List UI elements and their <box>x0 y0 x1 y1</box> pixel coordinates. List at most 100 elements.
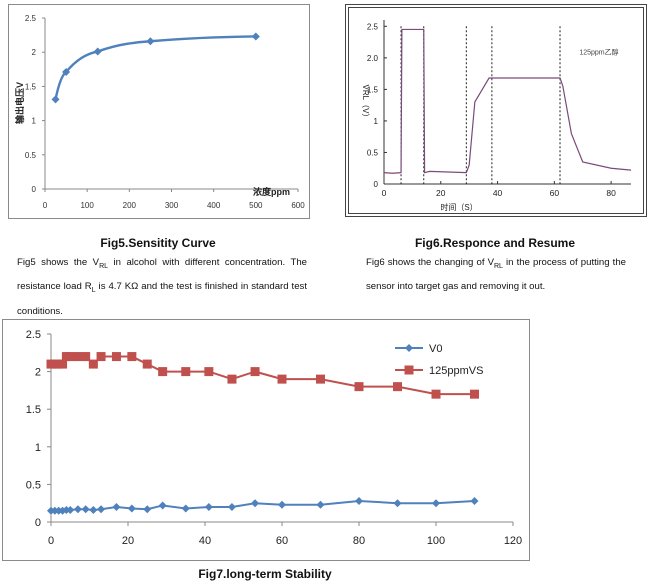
fig7-data-point <box>181 367 191 377</box>
fig7-data-point <box>111 352 121 362</box>
fig5-data-point <box>146 37 155 46</box>
fig7-data-point <box>181 504 190 513</box>
fig7-data-point <box>227 374 237 384</box>
fig7-data-point <box>73 352 83 362</box>
fig7-data-point <box>316 374 325 384</box>
fig7-stability-chart: 0 0.5 1 1.5 2 2.5 0 20 40 60 80 100 120 V0 125ppmVS <box>26 329 522 547</box>
fig7-data-point <box>227 502 236 511</box>
fig7-x-tick-label: 100 <box>427 535 445 547</box>
fig7-data-point <box>393 499 402 508</box>
fig7-data-point <box>65 352 75 362</box>
fig5-x-tick-label: 600 <box>291 201 305 210</box>
fig7-caption: Fig7.long-term Stability <box>198 567 332 581</box>
fig6-chart-frame: 0 0.5 1 1.5 2.0 2.5 0 20 40 60 80 125ppm乙醇 时间（S） VRL（… <box>345 4 647 217</box>
fig5-y-axis-label: 输出电压V <box>14 82 25 124</box>
fig7-data-point <box>66 505 75 514</box>
fig7-legend-marker <box>405 344 413 352</box>
fig7-legend-label: V0 <box>429 343 442 355</box>
fig5-y-tick-label: 2.5 <box>25 14 37 23</box>
fig7-data-point <box>250 367 260 377</box>
fig7-chart-frame: 0 0.5 1 1.5 2 2.5 0 20 40 60 80 100 120 V0 125ppmVS <box>2 319 530 561</box>
fig6-y-tick-label: 1.5 <box>367 85 379 94</box>
fig7-data-point <box>88 359 98 369</box>
fig7-series-line-1 <box>51 355 475 396</box>
fig7-y-tick-label: 2 <box>35 367 41 379</box>
fig6-inner-border: 0 0.5 1 1.5 2.0 2.5 0 20 40 60 80 125ppm乙醇 时间（S） VRL（… <box>348 7 644 214</box>
fig7-x-tick-label: 80 <box>353 535 365 547</box>
fig7-x-tick-label: 40 <box>199 535 211 547</box>
fig7-legend-marker <box>404 365 414 375</box>
fig5-x-axis-label: 浓度ppm <box>253 186 290 197</box>
fig5-y-tick-label: 1.5 <box>25 82 37 91</box>
fig7-data-point <box>96 352 106 362</box>
fig7-data-point <box>58 359 68 369</box>
fig6-x-tick-label: 20 <box>436 188 446 198</box>
fig6-y-tick-label: 1 <box>374 117 379 126</box>
fig7-x-tick-label: 0 <box>48 535 54 547</box>
fig7-data-point <box>58 506 67 515</box>
fig6-x-tick-label: 80 <box>606 188 616 198</box>
fig7-data-point <box>354 382 364 392</box>
fig7-y-tick-label: 1 <box>35 442 41 454</box>
fig6-caption: Fig6.Responce and Resume <box>414 236 576 250</box>
fig5-x-tick-label: 300 <box>165 201 179 210</box>
fig5-caption: Fig5.Sensitity Curve <box>100 236 216 250</box>
fig5-x-tick-label: 400 <box>207 201 221 210</box>
fig7-y-tick-label: 0.5 <box>26 479 41 491</box>
fig6-annotation: 125ppm乙醇 <box>579 48 618 57</box>
fig5-data-point <box>51 95 60 104</box>
fig7-y-tick-label: 1.5 <box>26 404 41 416</box>
fig7-data-point <box>89 505 98 514</box>
fig5-x-tick-label: 0 <box>43 201 48 210</box>
fig7-data-point <box>432 499 440 508</box>
fig7-data-point <box>278 500 286 509</box>
fig5-y-tick-label: 0 <box>32 185 37 194</box>
fig7-data-point <box>81 352 91 362</box>
fig7-data-point <box>158 501 167 510</box>
fig7-data-point <box>277 374 287 384</box>
fig5-y-tick-label: 0.5 <box>25 151 37 160</box>
fig7-data-point <box>470 496 479 505</box>
fig7-data-point <box>355 496 363 505</box>
fig5-chart-frame: 0 0.5 1 1.5 2 2.5 0 100 200 300 400 500 600 浓度ppm 输出电压… <box>8 4 310 219</box>
fig6-y-tick-label: 0.5 <box>367 148 379 157</box>
fig7-data-point <box>127 504 136 513</box>
fig7-data-point <box>431 389 441 399</box>
fig5-description: Fig5 shows the VRL in alcohol with diffe… <box>17 257 307 317</box>
fig7-data-point <box>204 367 214 377</box>
fig5-x-tick-label: 100 <box>80 201 94 210</box>
fig7-data-point <box>142 359 152 369</box>
fig7-legend-label: 125ppmVS <box>429 365 483 377</box>
fig7-y-tick-label: 0 <box>35 517 41 529</box>
fig7-data-point <box>143 505 152 514</box>
fig7-data-point <box>316 500 325 509</box>
fig5-data-point <box>251 32 260 41</box>
fig5-data-point <box>93 47 102 56</box>
fig5-x-tick-label: 500 <box>249 201 263 210</box>
fig6-y-tick-label: 2.0 <box>367 54 379 63</box>
fig7-x-tick-label: 120 <box>504 535 522 547</box>
fig6-x-axis-label: 时间（S） <box>440 202 477 212</box>
fig7-data-point <box>393 382 402 392</box>
fig7-x-tick-label: 60 <box>276 535 288 547</box>
fig5-x-tick-label: 200 <box>123 201 137 210</box>
fig7-data-point <box>204 502 213 511</box>
fig6-description: Fig6 shows the changing of VRL in the pr… <box>366 257 626 293</box>
fig5-y-tick-label: 2 <box>32 48 37 57</box>
fig7-data-point <box>73 505 82 514</box>
fig7-data-point <box>470 389 479 399</box>
fig6-x-tick-label: 0 <box>382 188 387 198</box>
fig6-x-tick-label: 40 <box>493 188 503 198</box>
fig7-x-tick-label: 20 <box>122 535 134 547</box>
fig7-data-point <box>251 499 260 508</box>
fig7-data-point <box>127 352 137 362</box>
fig7-data-point <box>81 505 90 514</box>
fig7-y-tick-label: 2.5 <box>26 329 41 341</box>
fig6-x-tick-label: 60 <box>550 188 560 198</box>
fig6-y-axis-label: VRL（V） <box>361 85 370 122</box>
fig7-data-point <box>158 367 168 377</box>
fig5-y-tick-label: 1 <box>32 117 37 126</box>
fig7-data-point <box>97 505 106 514</box>
fig5-series-line <box>54 35 256 100</box>
